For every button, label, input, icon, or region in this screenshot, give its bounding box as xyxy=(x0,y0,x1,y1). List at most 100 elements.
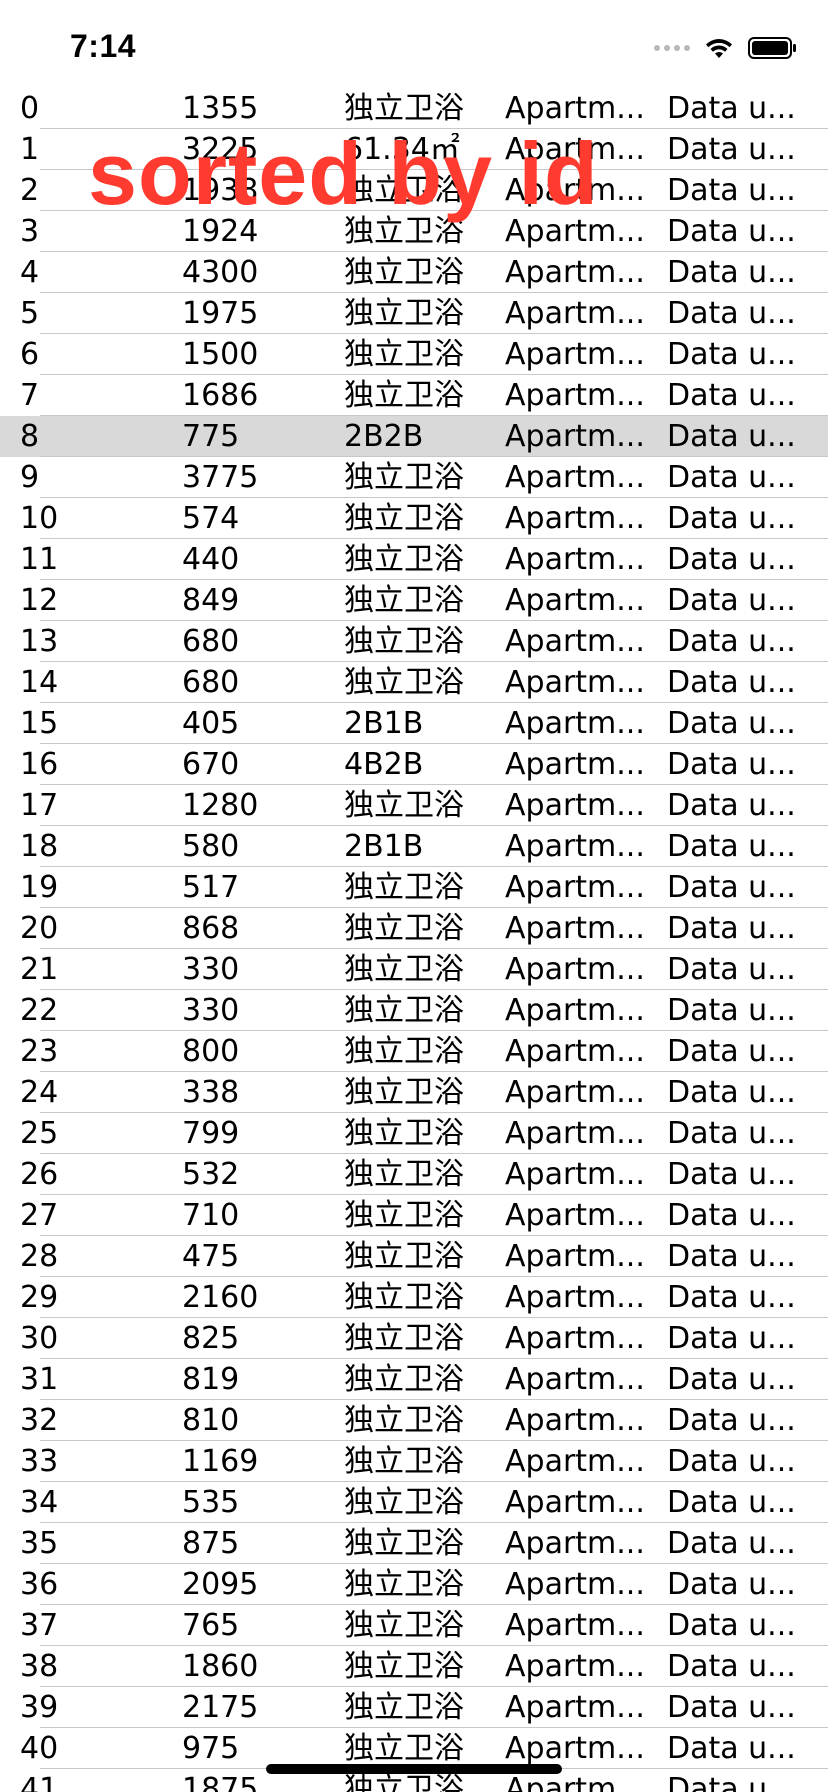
table-row[interactable]: 25 799 独立卫浴 Apartm... Data u... xyxy=(0,1113,828,1154)
table-row[interactable]: 28 475 独立卫浴 Apartm... Data u... xyxy=(0,1236,828,1277)
table-row[interactable]: 10 574 独立卫浴 Apartm... Data u... xyxy=(0,498,828,539)
cell-price: 1938 xyxy=(182,174,259,208)
table-row[interactable]: 1 3225 61.34㎡ Apartm... Data u... xyxy=(0,129,828,170)
table-row[interactable]: 31 819 独立卫浴 Apartm... Data u... xyxy=(0,1359,828,1400)
cell-id: 1 xyxy=(20,133,40,167)
table-row[interactable]: 3 1924 独立卫浴 Apartm... Data u... xyxy=(0,211,828,252)
cell-source: Data u... xyxy=(667,1199,796,1233)
cell-id: 15 xyxy=(20,707,59,741)
cell-category: Apartm... xyxy=(505,1568,645,1602)
table-row[interactable]: 20 868 独立卫浴 Apartm... Data u... xyxy=(0,908,828,949)
table-row[interactable]: 16 670 4B2B Apartm... Data u... xyxy=(0,744,828,785)
cell-category: Apartm... xyxy=(505,502,645,536)
cell-category: Apartm... xyxy=(505,1240,645,1274)
cell-source: Data u... xyxy=(667,625,796,659)
table-row[interactable]: 38 1860 独立卫浴 Apartm... Data u... xyxy=(0,1646,828,1687)
cell-room-type: 独立卫浴 xyxy=(344,1486,464,1520)
cell-room-type: 独立卫浴 xyxy=(344,1609,464,1643)
cell-id: 10 xyxy=(20,502,59,536)
table-row[interactable]: 0 1355 独立卫浴 Apartm... Data u... xyxy=(0,88,828,129)
table-row[interactable]: 8 775 2B2B Apartm... Data u... xyxy=(0,416,828,457)
cell-id: 32 xyxy=(20,1404,59,1438)
cell-room-type: 独立卫浴 xyxy=(344,625,464,659)
table-row[interactable]: 37 765 独立卫浴 Apartm... Data u... xyxy=(0,1605,828,1646)
table-row[interactable]: 7 1686 独立卫浴 Apartm... Data u... xyxy=(0,375,828,416)
table-row[interactable]: 23 800 独立卫浴 Apartm... Data u... xyxy=(0,1031,828,1072)
cell-source: Data u... xyxy=(667,1281,796,1315)
table-row[interactable]: 6 1500 独立卫浴 Apartm... Data u... xyxy=(0,334,828,375)
table-row[interactable]: 40 975 独立卫浴 Apartm... Data u... xyxy=(0,1728,828,1769)
table-row[interactable]: 26 532 独立卫浴 Apartm... Data u... xyxy=(0,1154,828,1195)
table-row[interactable]: 34 535 独立卫浴 Apartm... Data u... xyxy=(0,1482,828,1523)
battery-icon xyxy=(748,37,796,59)
cell-price: 405 xyxy=(182,707,240,741)
table-row[interactable]: 30 825 独立卫浴 Apartm... Data u... xyxy=(0,1318,828,1359)
cell-source: Data u... xyxy=(667,1035,796,1069)
table-row[interactable]: 17 1280 独立卫浴 Apartm... Data u... xyxy=(0,785,828,826)
cell-source: Data u... xyxy=(667,666,796,700)
cell-category: Apartm... xyxy=(505,830,645,864)
cell-price: 532 xyxy=(182,1158,240,1192)
table-row[interactable]: 11 440 独立卫浴 Apartm... Data u... xyxy=(0,539,828,580)
table-row[interactable]: 27 710 独立卫浴 Apartm... Data u... xyxy=(0,1195,828,1236)
table-row[interactable]: 21 330 独立卫浴 Apartm... Data u... xyxy=(0,949,828,990)
data-table[interactable]: 0 1355 独立卫浴 Apartm... Data u... 1 3225 61.34㎡ Ap… xyxy=(0,88,828,1792)
cell-room-type: 2B1B xyxy=(344,707,424,741)
cell-id: 0 xyxy=(20,92,40,126)
table-row[interactable]: 2 1938 独立卫浴 Apartm... Data u... xyxy=(0,170,828,211)
table-row[interactable]: 5 1975 独立卫浴 Apartm... Data u... xyxy=(0,293,828,334)
table-row[interactable]: 24 338 独立卫浴 Apartm... Data u... xyxy=(0,1072,828,1113)
cell-id: 29 xyxy=(20,1281,59,1315)
cell-category: Apartm... xyxy=(505,1199,645,1233)
table-row[interactable]: 41 1875 独立卫浴 Apartm... Data u... xyxy=(0,1769,828,1792)
table-row[interactable]: 22 330 独立卫浴 Apartm... Data u... xyxy=(0,990,828,1031)
cell-id: 19 xyxy=(20,871,59,905)
table-row[interactable]: 14 680 独立卫浴 Apartm... Data u... xyxy=(0,662,828,703)
cell-room-type: 独立卫浴 xyxy=(344,1691,464,1725)
cell-price: 765 xyxy=(182,1609,240,1643)
cell-id: 40 xyxy=(20,1732,59,1766)
table-row[interactable]: 9 3775 独立卫浴 Apartm... Data u... xyxy=(0,457,828,498)
cell-price: 975 xyxy=(182,1732,240,1766)
cell-source: Data u... xyxy=(667,748,796,782)
cell-source: Data u... xyxy=(667,256,796,290)
cell-price: 1975 xyxy=(182,297,259,331)
cell-id: 30 xyxy=(20,1322,59,1356)
home-indicator[interactable] xyxy=(266,1764,562,1774)
cell-room-type: 独立卫浴 xyxy=(344,543,464,577)
table-row[interactable]: 12 849 独立卫浴 Apartm... Data u... xyxy=(0,580,828,621)
table-row[interactable]: 39 2175 独立卫浴 Apartm... Data u... xyxy=(0,1687,828,1728)
cell-room-type: 独立卫浴 xyxy=(344,174,464,208)
cell-price: 825 xyxy=(182,1322,240,1356)
cell-price: 670 xyxy=(182,748,240,782)
table-row[interactable]: 4 4300 独立卫浴 Apartm... Data u... xyxy=(0,252,828,293)
cell-price: 1169 xyxy=(182,1445,259,1479)
table-row[interactable]: 13 680 独立卫浴 Apartm... Data u... xyxy=(0,621,828,662)
table-row[interactable]: 15 405 2B1B Apartm... Data u... xyxy=(0,703,828,744)
table-row[interactable]: 29 2160 独立卫浴 Apartm... Data u... xyxy=(0,1277,828,1318)
table-row[interactable]: 18 580 2B1B Apartm... Data u... xyxy=(0,826,828,867)
table-row[interactable]: 32 810 独立卫浴 Apartm... Data u... xyxy=(0,1400,828,1441)
cell-room-type: 独立卫浴 xyxy=(344,1404,464,1438)
cell-source: Data u... xyxy=(667,994,796,1028)
table-row[interactable]: 35 875 独立卫浴 Apartm... Data u... xyxy=(0,1523,828,1564)
cell-source: Data u... xyxy=(667,338,796,372)
cell-price: 680 xyxy=(182,625,240,659)
cell-price: 330 xyxy=(182,994,240,1028)
cell-price: 868 xyxy=(182,912,240,946)
cell-category: Apartm... xyxy=(505,1773,645,1792)
cell-id: 27 xyxy=(20,1199,59,1233)
table-row[interactable]: 19 517 独立卫浴 Apartm... Data u... xyxy=(0,867,828,908)
cell-price: 875 xyxy=(182,1527,240,1561)
cell-price: 2175 xyxy=(182,1691,259,1725)
cell-category: Apartm... xyxy=(505,1322,645,1356)
cell-category: Apartm... xyxy=(505,625,645,659)
cell-room-type: 独立卫浴 xyxy=(344,215,464,249)
cell-source: Data u... xyxy=(667,502,796,536)
table-row[interactable]: 36 2095 独立卫浴 Apartm... Data u... xyxy=(0,1564,828,1605)
cell-room-type: 独立卫浴 xyxy=(344,994,464,1028)
table-row[interactable]: 33 1169 独立卫浴 Apartm... Data u... xyxy=(0,1441,828,1482)
cell-price: 1355 xyxy=(182,92,259,126)
cell-room-type: 2B2B xyxy=(344,420,424,454)
cell-room-type: 独立卫浴 xyxy=(344,379,464,413)
